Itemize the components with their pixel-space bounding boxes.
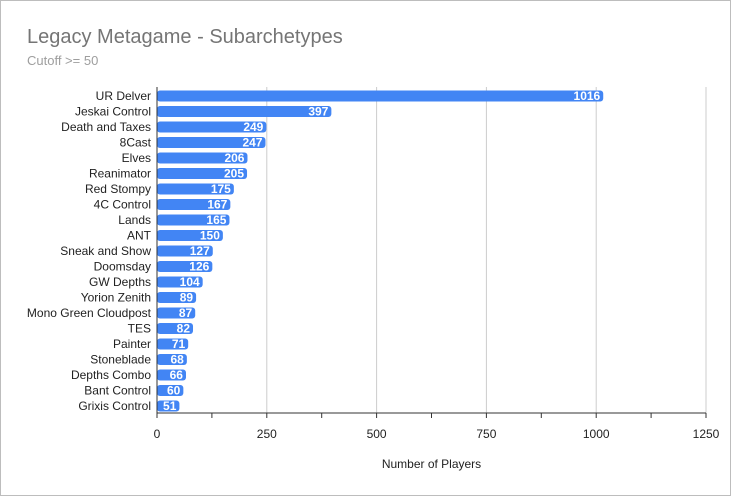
data-label: 165 [206,213,226,227]
data-label: 68 [171,353,185,367]
bar[interactable] [157,214,230,226]
category-label: 4C Control [94,198,151,212]
x-tick-label: 250 [257,427,277,441]
data-label: 247 [242,136,262,150]
bar[interactable] [157,276,203,288]
data-label: 82 [177,322,191,336]
data-label: 60 [167,384,181,398]
category-label: Lands [118,213,151,227]
category-label: ANT [127,229,152,243]
data-label: 104 [180,275,200,289]
bar[interactable] [157,168,248,179]
data-label: 51 [163,399,177,413]
x-tick-label: 750 [476,427,496,441]
category-label: Bant Control [84,384,151,398]
bar[interactable] [157,90,604,102]
x-axis-title: Number of Players [382,457,481,471]
bar[interactable] [157,323,194,334]
bar[interactable] [157,183,234,195]
category-label: Red Stompy [85,182,151,196]
bar[interactable] [157,230,223,241]
x-tick-label: 1250 [693,427,720,441]
data-label: 175 [211,182,231,196]
data-label: 205 [224,167,244,181]
data-label: 71 [172,337,186,351]
category-label: Grixis Control [78,399,151,413]
bar[interactable] [157,199,231,210]
bar[interactable] [157,307,196,319]
bar[interactable] [157,292,197,303]
chart-subtitle: Cutoff >= 50 [27,53,99,68]
bar[interactable] [157,106,332,117]
bar[interactable] [157,137,266,148]
category-label: GW Depths [89,275,151,289]
category-label: Jeskai Control [75,105,151,119]
data-label: 206 [224,151,244,165]
bar[interactable] [157,400,180,412]
x-tick-label: 1000 [583,427,610,441]
category-label: UR Delver [96,89,151,103]
data-label: 249 [243,120,263,134]
bar[interactable] [157,261,213,272]
bar[interactable] [157,354,187,365]
data-label: 1016 [574,89,601,103]
bar[interactable] [157,121,267,133]
data-label: 397 [308,105,328,119]
category-label: Depths Combo [71,368,151,382]
category-label: 8Cast [120,136,152,150]
x-tick-label: 500 [367,427,387,441]
chart-title: Legacy Metagame - Subarchetypes [27,26,343,48]
data-label: 167 [207,198,227,212]
bar[interactable] [157,152,248,164]
category-label: Death and Taxes [61,120,151,134]
category-label: Reanimator [89,167,151,181]
category-label: Sneak and Show [60,244,151,258]
x-tick-label: 0 [154,427,161,441]
data-label: 89 [180,291,194,305]
data-label: 126 [189,260,209,274]
data-label: 87 [179,306,193,320]
data-label: 150 [200,229,220,243]
category-label: Doomsday [94,260,151,274]
data-label: 66 [170,368,184,382]
bar[interactable] [157,385,184,396]
bar[interactable] [157,369,186,381]
bar[interactable] [157,338,189,350]
category-label: Painter [113,337,151,351]
category-label: Stoneblade [90,353,151,367]
category-label: Yorion Zenith [81,291,151,305]
bar[interactable] [157,245,213,257]
data-label: 127 [190,244,210,258]
category-label: Elves [122,151,151,165]
category-label: TES [128,322,151,336]
category-label: Mono Green Cloudpost [27,306,152,320]
